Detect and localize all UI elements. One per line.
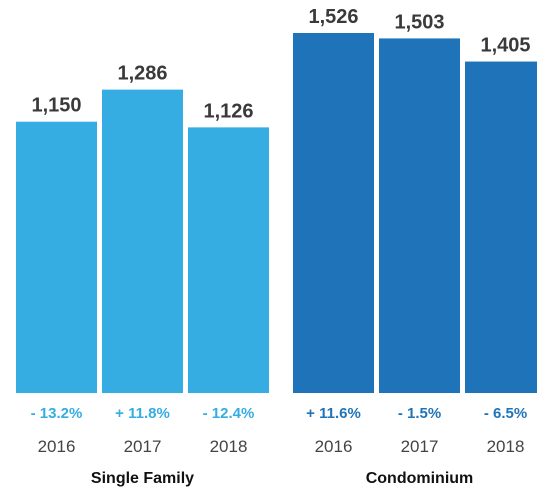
data-label-condominium-2017: 1,503 [394, 11, 444, 33]
data-label-single-family-2017: 1,286 [117, 63, 167, 85]
data-label-single-family-2018: 1,126 [203, 100, 253, 122]
bar-single-family-2018 [188, 127, 269, 393]
change-label-condominium-2016: + 11.6% [306, 405, 361, 422]
tick-label-single-family-2016: 2016 [38, 437, 76, 456]
change-label-single-family-2018: - 12.4% [203, 405, 255, 422]
change-label-condominium-2017: - 1.5% [398, 405, 441, 422]
data-label-condominium-2016: 1,526 [308, 6, 358, 28]
data-label-single-family-2016: 1,150 [31, 95, 81, 117]
bar-condominium-2018 [465, 61, 537, 393]
tick-label-condominium-2016: 2016 [315, 437, 353, 456]
group-label-condominium: Condominium [366, 470, 474, 487]
change-label-single-family-2017: + 11.8% [115, 405, 170, 422]
tick-label-condominium-2018: 2018 [487, 437, 525, 456]
group-label-single-family: Single Family [91, 470, 194, 487]
change-label-condominium-2018: - 6.5% [484, 405, 527, 422]
bar-condominium-2016 [293, 33, 374, 393]
bar-single-family-2017 [102, 89, 183, 393]
data-label-condominium-2018: 1,405 [480, 35, 530, 57]
tick-label-single-family-2018: 2018 [210, 437, 248, 456]
bar-single-family-2016 [16, 121, 97, 394]
tick-label-condominium-2017: 2017 [401, 437, 439, 456]
tick-label-single-family-2017: 2017 [124, 437, 162, 456]
bar-condominium-2017 [379, 38, 460, 393]
change-label-single-family-2016: - 13.2% [31, 405, 83, 422]
